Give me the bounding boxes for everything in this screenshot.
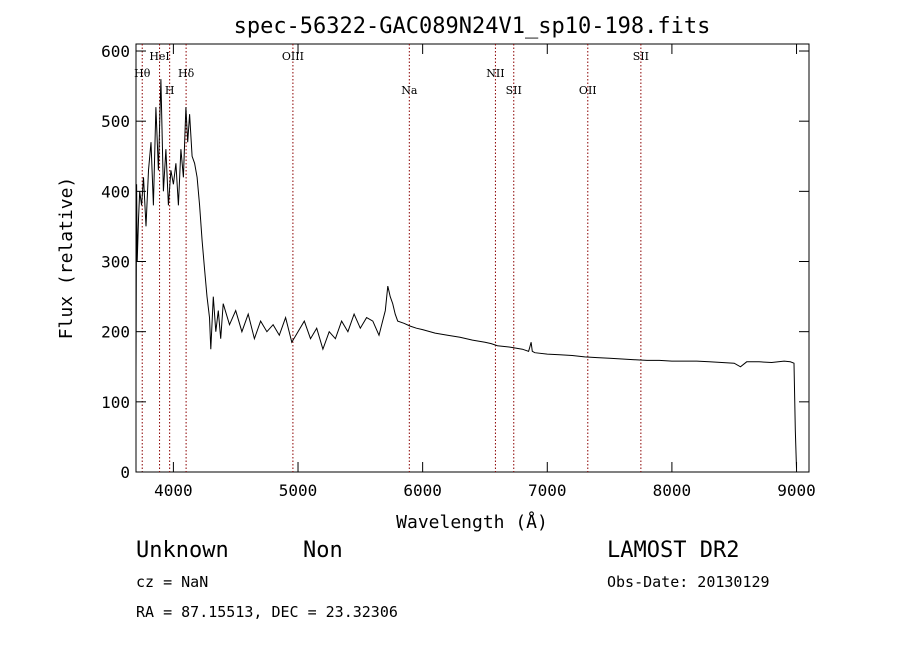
line-marker-label: Na [401, 84, 418, 97]
line-marker-label: OII [579, 84, 597, 97]
y-tick-label: 100 [101, 393, 130, 412]
y-tick-label: 0 [120, 463, 130, 482]
line-marker-label: HeI [149, 50, 169, 63]
y-tick-label: 200 [101, 323, 130, 342]
y-axis-label: Flux (relative) [56, 177, 77, 340]
line-marker-label: SII [633, 50, 649, 63]
spectrum-series-line [135, 79, 797, 469]
line-marker-label: OIII [282, 50, 304, 63]
series-layer [135, 79, 797, 469]
coordinates: RA = 87.15513, DEC = 23.32306 [136, 603, 398, 621]
line-marker-label: NII [486, 67, 504, 80]
line-marker-label: H [165, 84, 175, 97]
x-tick-label: 9000 [777, 481, 816, 500]
y-tick-label: 500 [101, 112, 130, 131]
x-tick-label: 4000 [154, 481, 193, 500]
object-class: Unknown [136, 538, 229, 563]
plot-frame [135, 43, 810, 473]
line-marker-label: SII [506, 84, 522, 97]
x-tick-label: 8000 [653, 481, 692, 500]
redshift-readout: cz = NaN [136, 573, 209, 591]
x-tick-label: 5000 [279, 481, 318, 500]
x-tick-label: 6000 [403, 481, 442, 500]
y-tick-label: 300 [101, 253, 130, 272]
axis-ticks: 4000 5000 6000 7000 8000 9000 0 100 200 300 400 500… [101, 42, 816, 500]
x-tick-label: 7000 [528, 481, 567, 500]
y-tick-label: 400 [101, 182, 130, 201]
object-subclass: Non [303, 538, 343, 563]
chart-title: spec-56322-GAC089N24V1_sp10-198.fits [234, 14, 711, 39]
line-marker-label: Hθ [134, 67, 151, 80]
y-tick-label: 600 [101, 42, 130, 61]
line-marker-label: Hδ [178, 67, 195, 80]
x-axis-label: Wavelength (Å) [396, 511, 548, 533]
obs-date: Obs-Date: 20130129 [607, 573, 770, 591]
survey-name: LAMOST DR2 [607, 538, 740, 563]
